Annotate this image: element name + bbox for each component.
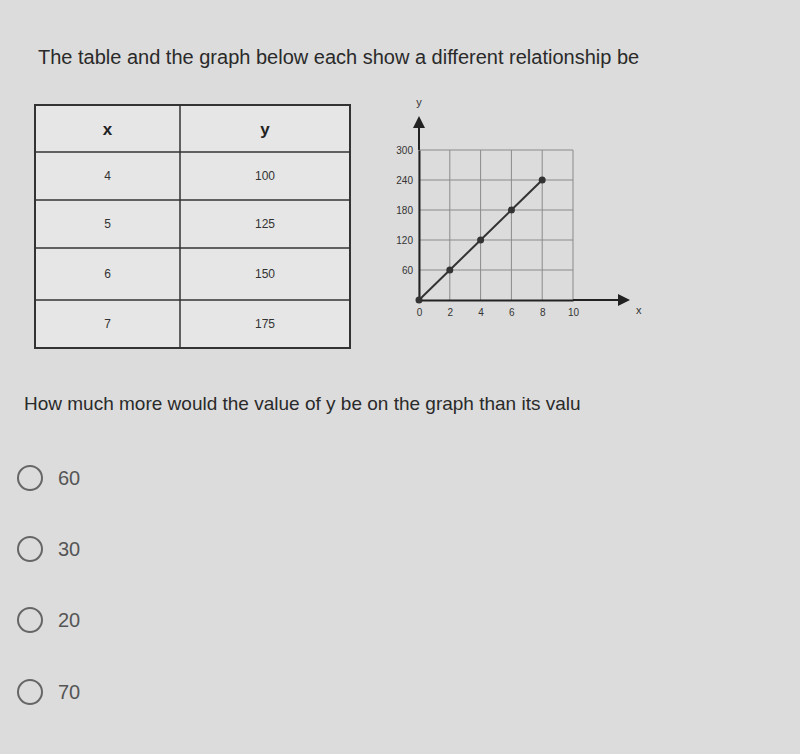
axis-title: x <box>636 304 642 316</box>
tick: 2 <box>448 300 454 318</box>
grid-line <box>419 180 573 181</box>
tick: 180 <box>396 205 419 216</box>
table-rule <box>35 247 350 249</box>
data-point <box>477 237 484 244</box>
option-label: 60 <box>58 467 80 489</box>
table-frame <box>35 105 350 348</box>
table-cell: 4 <box>104 169 111 183</box>
table-cell: 6 <box>104 267 111 281</box>
tick: 60 <box>402 265 419 276</box>
tick-label: 300 <box>396 145 413 156</box>
axis-line <box>420 300 574 302</box>
grid-line <box>419 150 420 300</box>
tick-label: 4 <box>478 307 484 318</box>
x-axis: 0 2 4 6 8 10 <box>417 300 580 318</box>
tick: 120 <box>396 235 419 246</box>
tick-label: 60 <box>402 265 414 276</box>
chart: 0 2 4 6 8 10 60 120 180 240 300 x y <box>396 96 642 318</box>
axis-arrow <box>618 294 630 306</box>
radio-button <box>18 680 42 704</box>
axis-arrow <box>418 128 420 150</box>
radio-button <box>18 466 42 490</box>
data-line <box>419 180 542 300</box>
table-header: y <box>260 120 270 139</box>
data-point <box>508 207 515 214</box>
tick: 4 <box>478 300 484 318</box>
table-rule <box>35 199 350 201</box>
option-label: 20 <box>58 609 80 631</box>
tick-label: 6 <box>509 307 515 318</box>
question: How much more would the value of y be on… <box>24 393 581 414</box>
tick-label: 8 <box>540 307 546 318</box>
table: x y 4 100 5 125 6 150 7 175 <box>35 105 350 348</box>
axis-line <box>419 151 421 301</box>
tick-label: 0 <box>417 307 423 318</box>
radio-button <box>18 608 42 632</box>
table-rule <box>35 299 350 301</box>
tick: 10 <box>568 300 580 318</box>
tick: 300 <box>396 145 419 156</box>
table-rule <box>179 105 181 348</box>
tick-label: 10 <box>568 307 580 318</box>
tick-label: 240 <box>396 175 413 186</box>
table-cell: 7 <box>104 317 111 331</box>
tick: 240 <box>396 175 419 186</box>
tick-label: 120 <box>396 235 413 246</box>
tick: 6 <box>509 300 515 318</box>
option-label: 70 <box>58 681 80 703</box>
table-cell: 100 <box>255 169 275 183</box>
grid-line <box>419 270 573 271</box>
grid-line <box>419 240 573 241</box>
table-rule <box>35 151 350 153</box>
grid-line <box>542 150 543 300</box>
table-cell: 5 <box>104 217 111 231</box>
page: The table and the graph below each show … <box>0 0 800 754</box>
table-cell: 125 <box>255 217 275 231</box>
option-label: 30 <box>58 538 80 560</box>
grid-line <box>511 150 512 300</box>
table-header: x <box>103 120 113 139</box>
tick-label: 180 <box>396 205 413 216</box>
tick-label: 2 <box>448 307 454 318</box>
table-cell: 150 <box>255 267 275 281</box>
grid-line <box>449 150 450 300</box>
data-point <box>416 297 423 304</box>
y-axis: 60 120 180 240 300 <box>396 145 419 301</box>
data-point <box>539 177 546 184</box>
tick: 8 <box>540 300 546 318</box>
axis-title: y <box>416 96 422 108</box>
table-cell: 175 <box>255 317 275 331</box>
radio-button <box>18 537 42 561</box>
grid-line <box>480 150 481 300</box>
data-point <box>446 267 453 274</box>
grid-line <box>419 210 573 211</box>
heading: The table and the graph below each show … <box>38 46 639 68</box>
grid-line <box>419 150 573 151</box>
grid-line <box>573 150 574 300</box>
plot-area <box>416 177 546 304</box>
axis-arrow <box>413 116 425 128</box>
axis-arrow <box>573 299 618 301</box>
background <box>0 0 800 754</box>
